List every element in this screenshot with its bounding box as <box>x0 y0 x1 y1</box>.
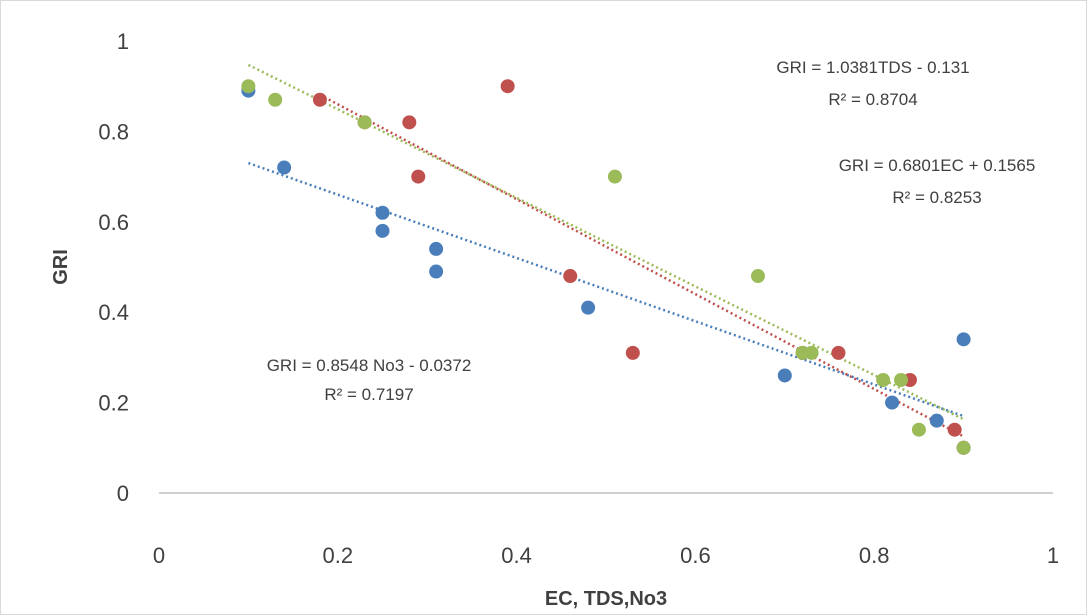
annotation-ec-r2: R² = 0.8253 <box>892 188 981 207</box>
y-tick-label: 0.4 <box>98 300 129 325</box>
data-point-series-0 <box>777 368 792 383</box>
data-point-series-1 <box>831 345 846 360</box>
data-point-series-1 <box>402 115 417 130</box>
data-point-series-2 <box>804 345 819 360</box>
x-tick-label: 0.2 <box>323 543 354 568</box>
data-point-series-2 <box>750 269 765 284</box>
annotation-ec-equation: GRI = 0.6801EC + 0.1565 <box>839 156 1036 175</box>
trendline-series-1 <box>319 93 965 438</box>
x-tick-label: 0.8 <box>859 543 890 568</box>
annotation-tds-r2: R² = 0.8704 <box>828 90 917 109</box>
y-tick-label: 0.2 <box>98 391 129 416</box>
x-axis-title: EC, TDS,No3 <box>545 588 667 610</box>
data-point-series-0 <box>885 395 900 410</box>
y-tick-label: 0.8 <box>98 119 129 144</box>
data-point-series-1 <box>947 422 962 437</box>
data-point-series-2 <box>357 115 372 130</box>
data-point-series-0 <box>429 241 444 256</box>
data-point-series-2 <box>911 422 926 437</box>
x-tick-label: 0.4 <box>501 543 532 568</box>
data-point-series-0 <box>375 205 390 220</box>
x-tick-labels: 0 0.2 0.4 0.6 0.8 1 <box>153 543 1059 568</box>
data-point-series-0 <box>429 264 444 279</box>
data-point-series-2 <box>876 373 891 387</box>
trendline-annotations: GRI = 1.0381TDS - 0.131 R² = 0.8704 GRI … <box>267 58 1036 404</box>
y-tick-label: 0 <box>117 481 129 506</box>
x-tick-label: 0.6 <box>680 543 711 568</box>
data-points <box>241 79 971 455</box>
data-point-series-1 <box>563 269 578 284</box>
y-tick-label: 0.6 <box>98 210 129 235</box>
data-point-series-2 <box>607 169 622 184</box>
annotation-no3-r2: R² = 0.7197 <box>324 385 413 404</box>
y-tick-labels: 0 0.2 0.4 0.6 0.8 1 <box>98 29 129 506</box>
trendline-series-2 <box>247 63 965 421</box>
annotation-no3-equation: GRI = 0.8548 No3 - 0.0372 <box>267 356 472 375</box>
y-tick-label: 1 <box>117 29 129 54</box>
data-point-series-1 <box>500 79 515 94</box>
trendlines <box>247 63 965 438</box>
trendline-series-0 <box>247 161 965 418</box>
data-point-series-2 <box>241 79 256 94</box>
data-point-series-0 <box>956 332 971 347</box>
data-point-series-0 <box>277 160 292 175</box>
data-point-series-1 <box>411 169 426 184</box>
annotation-tds-equation: GRI = 1.0381TDS - 0.131 <box>776 58 969 77</box>
data-point-series-1 <box>625 345 640 360</box>
data-point-series-0 <box>581 300 596 315</box>
data-point-series-2 <box>894 373 909 387</box>
data-point-series-0 <box>375 223 390 238</box>
data-point-series-1 <box>312 92 327 107</box>
y-axis-title: GRI <box>50 249 72 285</box>
data-point-series-2 <box>956 440 971 455</box>
x-tick-label: 1 <box>1047 543 1059 568</box>
data-point-series-2 <box>268 92 283 107</box>
data-point-series-0 <box>929 413 944 428</box>
x-tick-label: 0 <box>153 543 165 568</box>
